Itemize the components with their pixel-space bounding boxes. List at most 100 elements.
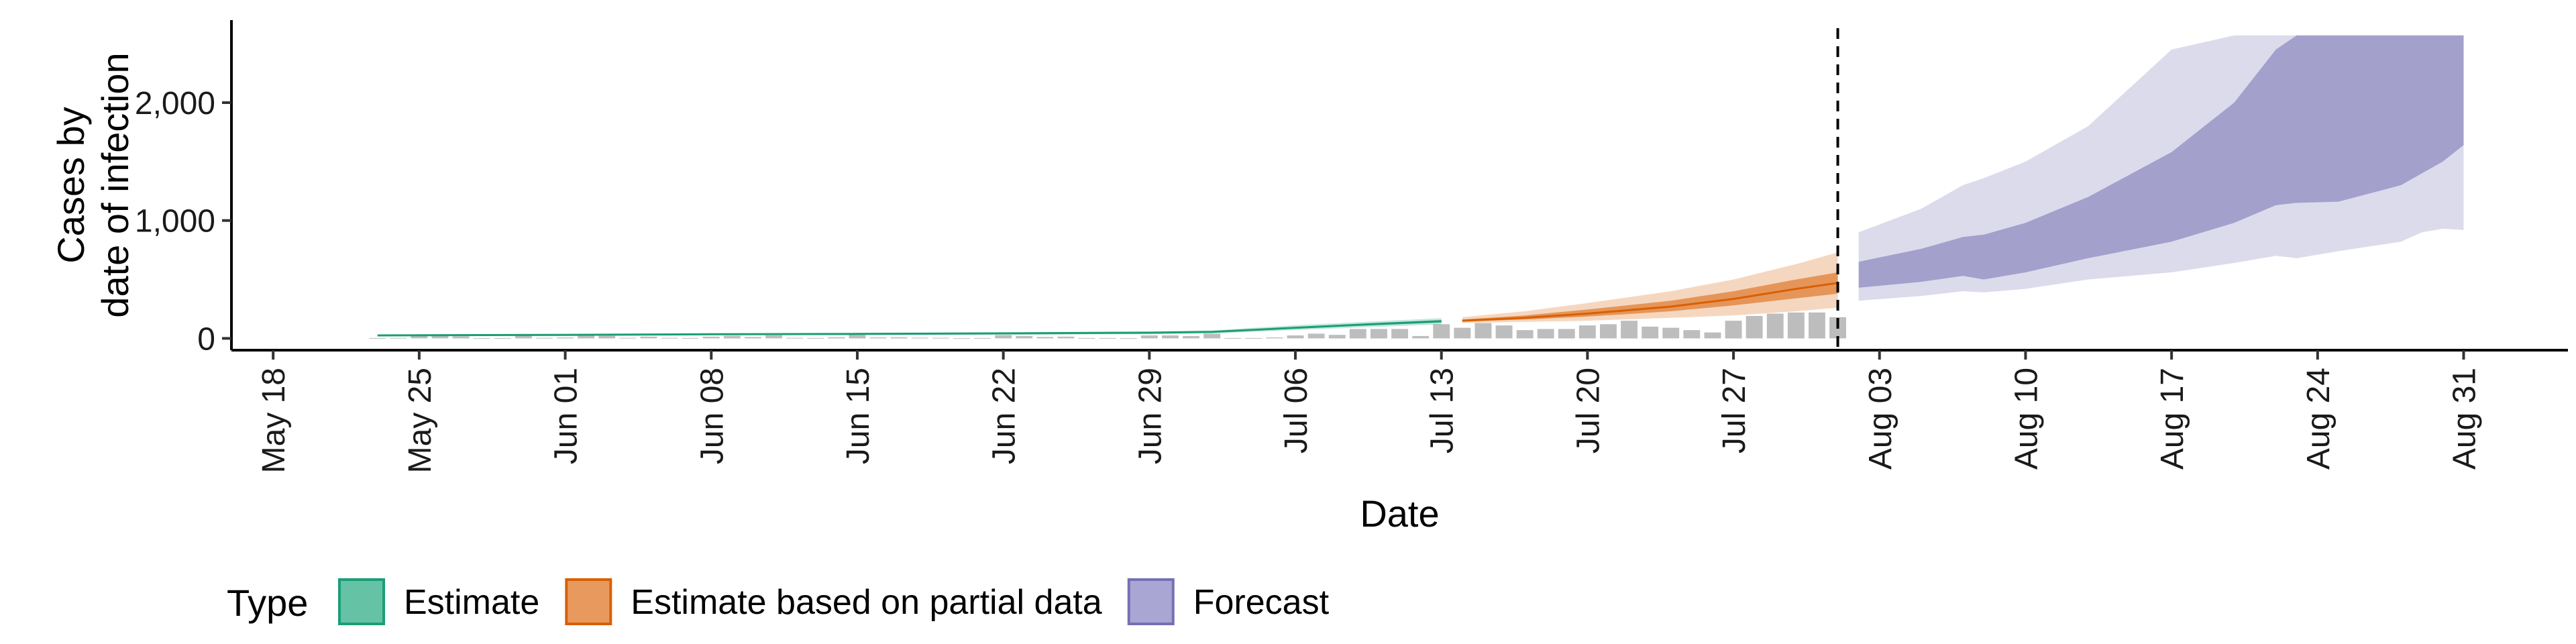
x-tick-label: Aug 24 — [2301, 368, 2337, 470]
reported-cases-bar — [1454, 327, 1471, 339]
reported-cases-bar — [890, 337, 908, 339]
reported-cases-bar — [1600, 324, 1617, 339]
reported-cases-bar — [619, 337, 637, 339]
reported-cases-bar — [1642, 326, 1659, 339]
reported-cases-bar — [1328, 335, 1346, 339]
reported-cases-bar — [1307, 333, 1325, 339]
y-axis-title: Cases bydate of infection — [50, 52, 136, 317]
reported-cases-bar — [1245, 337, 1263, 339]
reported-cases-bar — [1809, 312, 1825, 339]
reported-cases-bar — [1474, 323, 1492, 339]
partial-estimate-band-90 — [1462, 252, 1838, 323]
reported-cases-bar — [640, 336, 657, 339]
legend-label: Estimate based on partial data — [631, 583, 1102, 622]
y-tick-label: 0 — [197, 321, 215, 357]
legend-label: Estimate — [404, 583, 539, 622]
reported-cases-bar — [411, 335, 428, 339]
reported-cases-bar — [1287, 335, 1304, 339]
y-axis-title-line: Cases by — [50, 107, 92, 263]
reported-cases-bar — [1578, 325, 1596, 339]
reported-cases-bar — [953, 338, 970, 339]
reported-cases-bar — [849, 335, 866, 339]
reported-cases-bar — [1099, 337, 1116, 339]
reported-cases-bar — [1391, 329, 1408, 339]
reported-cases-bar — [1621, 321, 1638, 339]
reported-cases-bar — [786, 337, 804, 339]
reported-cases-bar — [661, 337, 678, 339]
legend-swatch — [565, 578, 612, 625]
y-axis-title-line: date of infection — [94, 52, 136, 317]
reported-cases-bar — [1412, 335, 1430, 339]
reported-cases-bar — [723, 335, 741, 339]
reported-cases-bar — [932, 337, 949, 339]
reported-cases-bar — [1766, 313, 1784, 339]
reported-cases-bar — [598, 335, 616, 339]
reported-cases-bar — [578, 334, 595, 339]
reported-cases-bar — [807, 337, 824, 339]
x-tick-label: Aug 10 — [2008, 368, 2044, 470]
x-axis-title: Date — [1360, 492, 1439, 535]
reported-cases-bar — [702, 336, 720, 339]
reported-cases-bar — [745, 337, 761, 339]
reported-cases-bar — [473, 338, 490, 339]
reported-cases-bar — [995, 335, 1012, 339]
reported-cases-bar — [1183, 335, 1199, 339]
partial-estimate-median-line — [1462, 282, 1838, 322]
x-tick-label: May 25 — [402, 368, 438, 473]
reported-cases-bar — [1224, 337, 1242, 339]
x-tick-label: Jul 20 — [1570, 368, 1606, 453]
reported-cases-bar — [1120, 338, 1137, 339]
partial-estimate-band-50 — [1462, 272, 1838, 322]
x-tick-label: Jun 01 — [549, 368, 584, 464]
reported-cases-bar — [515, 335, 532, 339]
x-tick-label: Jun 22 — [987, 368, 1022, 464]
estimate-median-line — [377, 320, 1442, 337]
reported-cases-bar — [911, 337, 928, 339]
reported-cases-bar — [1495, 325, 1513, 339]
reported-cases-bar — [1662, 327, 1680, 339]
reported-cases-bar — [974, 337, 991, 339]
x-tick-label: Jun 15 — [841, 368, 876, 464]
reported-cases-bar — [431, 335, 449, 339]
reported-cases-bar — [1266, 337, 1283, 339]
y-tick-label: 1,000 — [135, 204, 215, 239]
x-tick-label: Jul 27 — [1717, 368, 1752, 453]
reported-cases-bar — [1349, 329, 1366, 339]
x-tick-label: Jun 08 — [694, 368, 730, 464]
reported-cases-bar — [828, 337, 845, 339]
x-tick-label: May 18 — [256, 368, 292, 473]
reported-cases-bar — [1078, 337, 1095, 339]
reported-cases-bar — [1057, 336, 1075, 339]
reported-cases-bar — [1140, 335, 1158, 339]
reported-cases-bar — [1746, 316, 1763, 339]
reported-cases-bar — [869, 337, 887, 339]
legend-label: Forecast — [1193, 583, 1330, 622]
forecast-band-50 — [1858, 35, 2464, 288]
reported-cases-bar — [1203, 333, 1221, 339]
reported-cases-bar — [1683, 330, 1701, 339]
reported-cases-bar — [765, 335, 782, 339]
reported-cases-bar — [1704, 332, 1721, 339]
x-tick-label: Jun 29 — [1132, 368, 1168, 464]
reported-cases-bar — [494, 337, 511, 339]
plot-area — [369, 35, 2464, 339]
reported-cases-bar — [369, 337, 386, 339]
reported-cases-bar — [536, 337, 553, 339]
x-tick-label: Aug 03 — [1863, 368, 1898, 470]
reported-cases-bar — [682, 337, 699, 339]
x-tick-label: Jul 06 — [1279, 368, 1314, 453]
reported-cases-bar — [1433, 324, 1450, 339]
reported-cases-bar — [1371, 329, 1387, 339]
legend-title: Type — [227, 582, 308, 624]
legend-swatch — [1127, 578, 1175, 625]
x-tick-label: Jul 13 — [1425, 368, 1460, 453]
y-tick-label: 2,000 — [135, 86, 215, 121]
reported-cases-bar — [1162, 335, 1179, 339]
reported-cases-bar — [1787, 312, 1805, 339]
reported-cases-bar — [1016, 335, 1033, 339]
legend-swatch — [338, 578, 385, 625]
x-tick-label: Aug 17 — [2155, 368, 2190, 470]
x-tick-label: Aug 31 — [2447, 368, 2483, 470]
reported-cases-bar — [1558, 329, 1575, 339]
